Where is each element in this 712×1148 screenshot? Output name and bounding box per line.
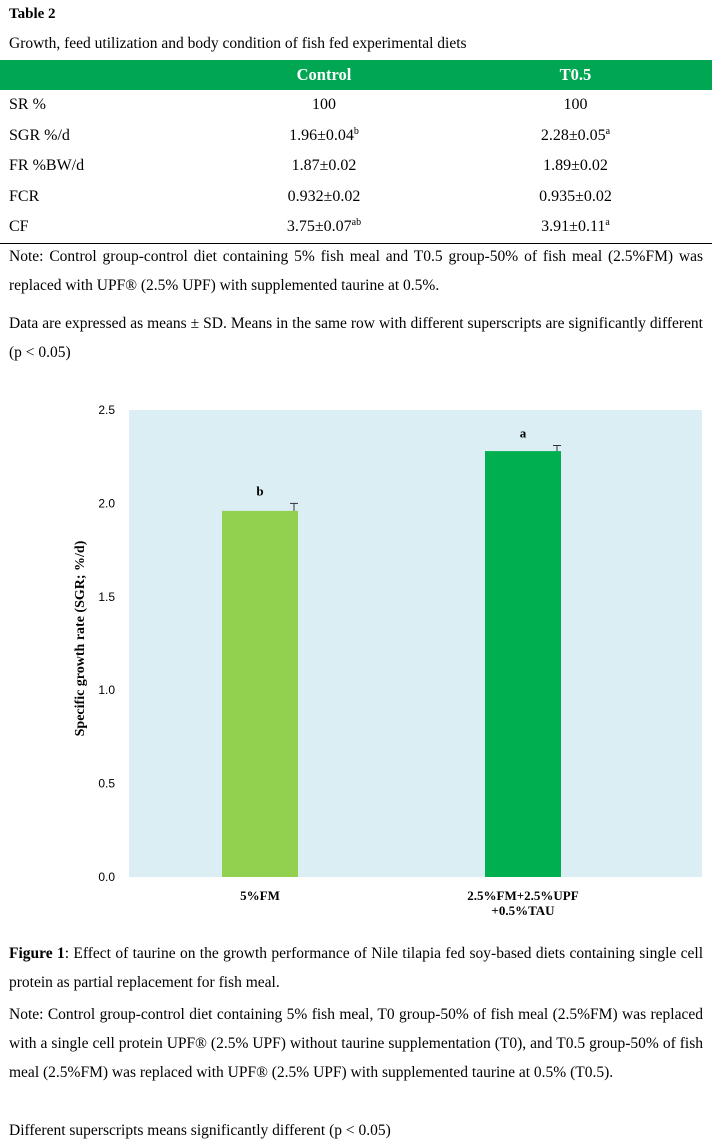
row-label: FCR: [0, 182, 209, 213]
superscript: b: [353, 125, 359, 137]
cell-t05-value: 1.89±0.02: [543, 157, 608, 175]
superscript: a: [605, 217, 610, 229]
figure-note: Note: Control group-control diet contain…: [9, 1006, 703, 1081]
cell-t05-value: 0.935±0.02: [539, 187, 612, 205]
cell-control-value: 100: [312, 96, 336, 114]
cell-control: 100: [209, 90, 439, 121]
table-caption: Growth, feed utilization and body condit…: [9, 35, 467, 52]
cell-control: 1.96±0.04b: [209, 121, 439, 152]
table-row: CF 3.75±0.07ab 3.91±0.11a: [0, 212, 712, 244]
cell-t05: 3.91±0.11a: [439, 212, 712, 244]
table-row: FR %BW/d 1.87±0.02 1.89±0.02: [0, 151, 712, 182]
header-blank: [0, 60, 209, 90]
table-note: Note: Control group-control diet contain…: [9, 248, 703, 294]
bar: [485, 451, 561, 877]
table-row: SGR %/d 1.96±0.04b 2.28±0.05a: [0, 121, 712, 152]
cell-t05: 1.89±0.02: [439, 151, 712, 182]
superscript: a: [605, 125, 611, 137]
cell-t05: 2.28±0.05a: [439, 121, 712, 152]
y-tick-label: 0.5: [98, 777, 115, 791]
row-label-value: FR %BW/d: [9, 157, 85, 175]
plot-background: [129, 410, 702, 877]
bar-chart: 0.00.51.01.52.02.5 ba 5%FM 2.5%FM+2.5%UPF…: [73, 403, 702, 918]
table-data-note: Data are expressed as means ± SD. Means …: [9, 315, 703, 361]
data-table: Control T0.5 SR % 100 100 SGR %/d 1.96±0.04b…: [0, 60, 712, 244]
figure-caption: Figure 1: Effect of taurine on the growt…: [9, 939, 703, 997]
table-header-row: Control T0.5: [0, 60, 712, 90]
table-label: Table 2: [9, 6, 56, 22]
cell-t05: 100: [439, 90, 712, 121]
y-axis-label: Specific growth rate (SGR; %/d): [73, 540, 88, 736]
cell-t05-value: 100: [563, 96, 588, 114]
table-row: SR % 100 100: [0, 90, 712, 121]
row-label: SR %: [0, 90, 209, 121]
cell-control: 1.87±0.02: [209, 151, 439, 182]
significance-letter: b: [256, 483, 263, 498]
row-label: SGR %/d: [0, 121, 209, 152]
y-tick-label: 1.0: [98, 683, 115, 697]
figure-caption-text: : Effect of taurine on the growth perfor…: [9, 945, 704, 991]
superscript: ab: [351, 217, 362, 229]
x-axis-labels: 5%FM 2.5%FM+2.5%UPF+0.5%TAU: [240, 888, 579, 918]
y-tick-label: 2.0: [98, 496, 115, 510]
row-label-value: SGR %/d: [9, 126, 70, 144]
y-tick-label: 1.5: [98, 590, 115, 604]
header-t05: T0.5: [439, 60, 712, 90]
header-control: Control: [209, 60, 439, 90]
cell-t05-value: 2.28±0.05: [540, 126, 606, 144]
row-label-value: SR %: [9, 96, 46, 114]
cell-control: 0.932±0.02: [209, 182, 439, 213]
cell-control-value: 1.87±0.02: [291, 157, 357, 175]
figure-label: Figure 1: [9, 945, 65, 962]
cell-control-value: 3.75±0.07: [286, 218, 352, 236]
y-axis: 0.0 0.5 1.0 1.5 2.0 2.5: [98, 403, 115, 884]
y-tick-label: 2.5: [98, 403, 115, 417]
cell-control: 3.75±0.07ab: [209, 212, 439, 244]
row-label-value: CF: [9, 218, 29, 236]
cell-control-value: 0.932±0.02: [287, 187, 361, 205]
significance-letter: a: [520, 425, 527, 440]
row-label: FR %BW/d: [0, 151, 209, 182]
bars: ba: [222, 425, 561, 877]
row-label-value: FCR: [9, 187, 40, 205]
y-tick-label: 0.0: [98, 870, 115, 884]
x-tick-label: 5%FM: [240, 888, 280, 903]
bar: [222, 510, 298, 877]
cell-t05-value: 3.91±0.11: [541, 218, 606, 236]
figure-footer: Different superscripts means significant…: [9, 1122, 391, 1139]
x-tick-label: +0.5%TAU: [491, 903, 555, 918]
cell-control-value: 1.96±0.04: [289, 126, 354, 144]
table-row: FCR 0.932±0.02 0.935±0.02: [0, 182, 712, 213]
x-tick-label: 2.5%FM+2.5%UPF: [467, 888, 578, 903]
cell-t05: 0.935±0.02: [439, 182, 712, 213]
row-label: CF: [0, 212, 209, 244]
